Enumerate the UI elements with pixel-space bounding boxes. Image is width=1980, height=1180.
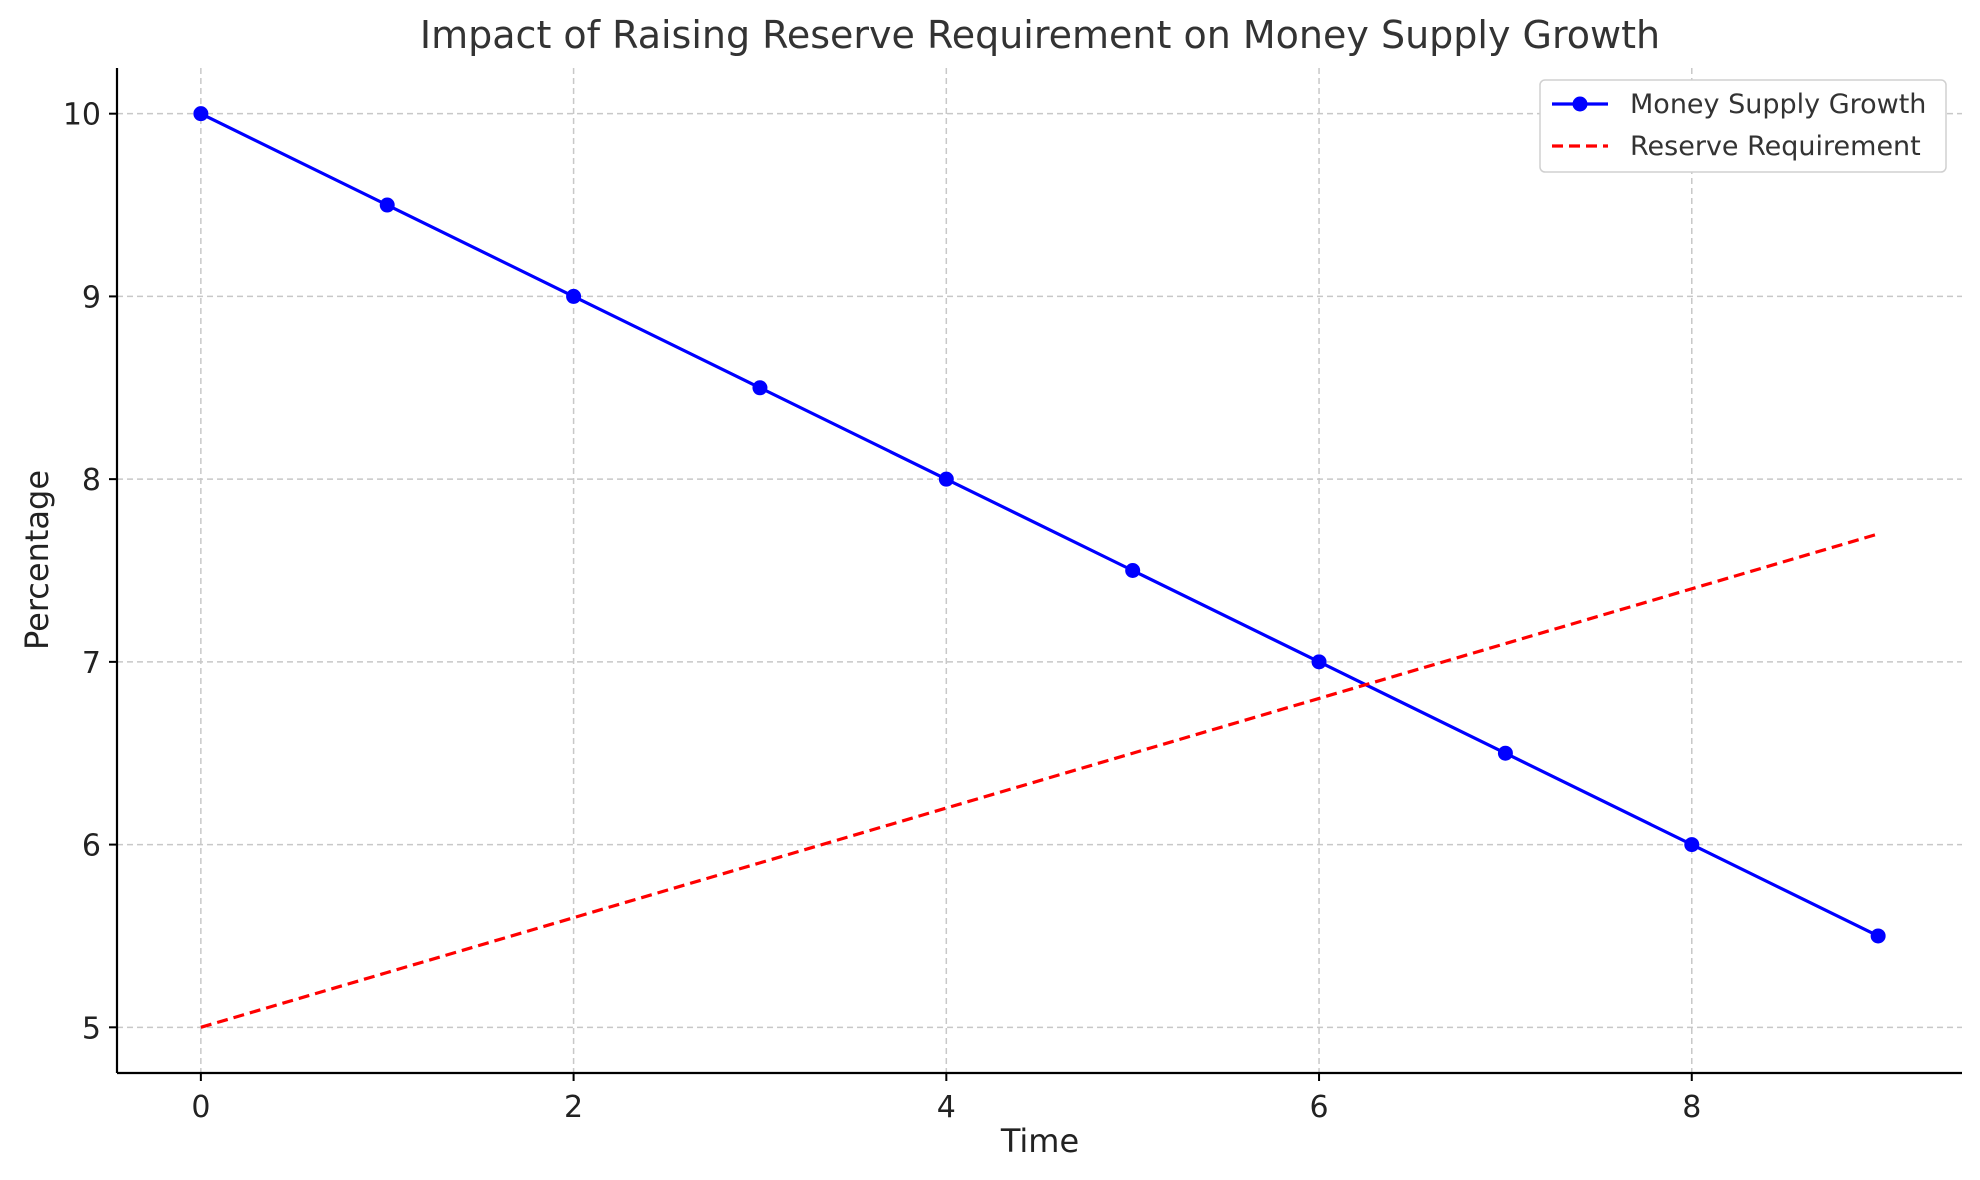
legend-label: Money Supply Growth (1630, 89, 1926, 120)
chart-title: Impact of Raising Reserve Requirement on… (420, 13, 1660, 57)
data-point (1125, 563, 1141, 578)
x-tick-label: 0 (191, 1090, 210, 1125)
legend-box (1539, 79, 1947, 173)
legend: Money Supply Growth Reserve Requirement (1539, 79, 1947, 173)
axes: 0 2 4 6 8 5 6 7 8 9 10 (63, 68, 1962, 1125)
grid (117, 68, 1962, 1073)
series-money-supply-growth (193, 106, 1886, 944)
y-tick-label: 5 (82, 1011, 101, 1046)
x-tick-label: 6 (1309, 1090, 1328, 1125)
x-tick-label: 4 (937, 1090, 956, 1125)
y-tick-label: 9 (82, 280, 101, 315)
y-tick-label: 8 (82, 463, 101, 498)
x-axis-label: Time (1000, 1122, 1079, 1160)
series-line-money-supply-growth (200, 112, 1879, 938)
legend-marker (1572, 96, 1588, 112)
y-tick-label: 10 (63, 98, 101, 133)
x-tick-label: 2 (564, 1090, 583, 1125)
data-point (193, 106, 209, 122)
legend-label: Reserve Requirement (1630, 131, 1921, 162)
data-point (938, 471, 954, 487)
data-point (1870, 928, 1886, 944)
data-point (1311, 654, 1327, 670)
series-reserve-requirement (200, 532, 1879, 1029)
y-tick-label: 7 (82, 646, 101, 681)
y-tick-label: 6 (82, 829, 101, 864)
legend-item-reserve-requirement: Reserve Requirement (1552, 131, 1921, 162)
x-tick-label: 8 (1682, 1090, 1701, 1125)
data-point (566, 288, 582, 304)
data-point (752, 380, 768, 396)
series-layer (193, 106, 1886, 1029)
data-point (1684, 837, 1700, 853)
legend-item-money-supply-growth: Money Supply Growth (1552, 89, 1926, 120)
series-line-reserve-requirement (200, 532, 1879, 1029)
y-axis-label: Percentage (18, 470, 56, 650)
data-point (1497, 745, 1513, 761)
data-point (379, 197, 395, 213)
